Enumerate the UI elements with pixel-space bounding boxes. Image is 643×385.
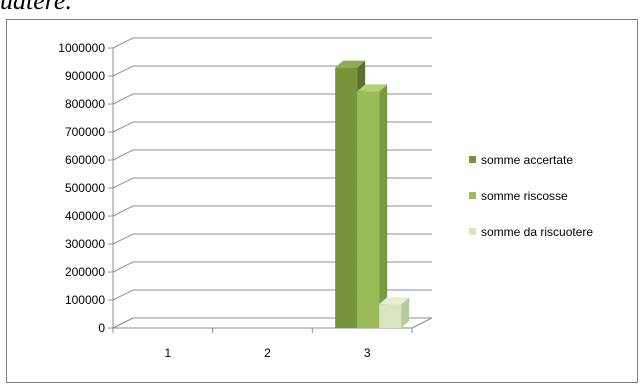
y-tick-label: 0 (98, 321, 105, 335)
bar-front (335, 67, 358, 328)
legend-label: somme da riscuotere (481, 225, 593, 239)
y-tick-label: 500000 (65, 181, 105, 195)
legend-swatch (469, 228, 476, 235)
y-tick-label: 100000 (65, 293, 105, 307)
x-tick-label: 2 (264, 346, 271, 360)
y-tick-label: 400000 (65, 209, 105, 223)
bar-side (401, 297, 410, 328)
gridline (112, 289, 432, 301)
y-tick-label: 900000 (65, 69, 105, 83)
legend-label: somme accertate (481, 153, 573, 167)
gridline (112, 205, 432, 217)
y-tick-label: 1000000 (58, 41, 105, 55)
y-tick-label: 300000 (65, 237, 105, 251)
bars (335, 60, 410, 329)
gridline (112, 121, 432, 133)
gridline (112, 37, 432, 49)
gridline (112, 317, 432, 329)
y-tick-label: 600000 (65, 153, 105, 167)
gridline (112, 65, 432, 77)
chart-frame: 0 100000 200000 300000 400000 500000 600000 700… (6, 19, 638, 383)
y-tick-label: 700000 (65, 125, 105, 139)
bar-front (379, 304, 402, 328)
y-tick-label: 800000 (65, 97, 105, 111)
bar-somme-riscosse-3 (357, 84, 388, 329)
gridlines (108, 37, 432, 329)
cut-off-heading-text: uatere. (0, 0, 72, 15)
x-axis-ticks: 1 2 3 (112, 328, 413, 360)
gridline (112, 177, 432, 189)
x-tick-label: 1 (164, 346, 171, 360)
gridline (112, 149, 432, 161)
y-tick-label: 200000 (65, 265, 105, 279)
legend-swatch (469, 192, 476, 199)
bar-front (357, 91, 380, 329)
gridline (112, 261, 432, 273)
bar-top (335, 60, 366, 68)
legend-swatch (469, 156, 476, 163)
y-axis-ticks: 0 100000 200000 300000 400000 500000 600000 700… (58, 41, 105, 335)
legend-label: somme riscosse (481, 189, 568, 203)
bar-top (379, 297, 410, 305)
bar-chart: 0 100000 200000 300000 400000 500000 600000 700… (58, 37, 593, 360)
legend: somme accertate somme riscosse somme da ri… (469, 153, 593, 239)
bar-side (379, 84, 388, 329)
gridline (112, 233, 432, 245)
bar-top (357, 84, 388, 92)
x-tick-label: 3 (364, 346, 371, 360)
gridline (112, 93, 432, 105)
bar-somme-da-riscuotere-3 (379, 297, 410, 328)
